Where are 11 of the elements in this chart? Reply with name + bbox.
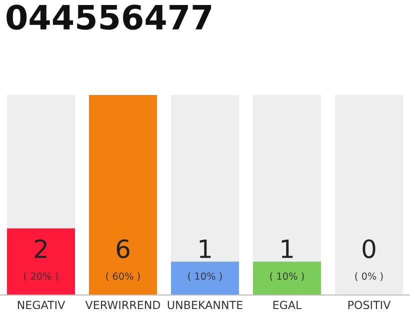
- x-tick-label: VERWIRREND: [85, 300, 160, 309]
- x-tick-label: UNBEKANNTE: [168, 300, 242, 310]
- data-label: 1 ( 10% ): [188, 240, 222, 281]
- data-label: 2 ( 20% ): [24, 239, 58, 281]
- data-label: 6 ( 60% ): [106, 239, 140, 281]
- x-tick-label: POSITIV: [348, 300, 391, 310]
- x-tick-label: EGAL: [273, 300, 302, 310]
- x-tick-label: NEGATIV: [18, 300, 66, 310]
- data-label: 0 ( 0% ): [355, 239, 383, 281]
- chart-title: 044556477: [6, 4, 212, 30]
- data-label: 1 ( 10% ): [270, 240, 304, 281]
